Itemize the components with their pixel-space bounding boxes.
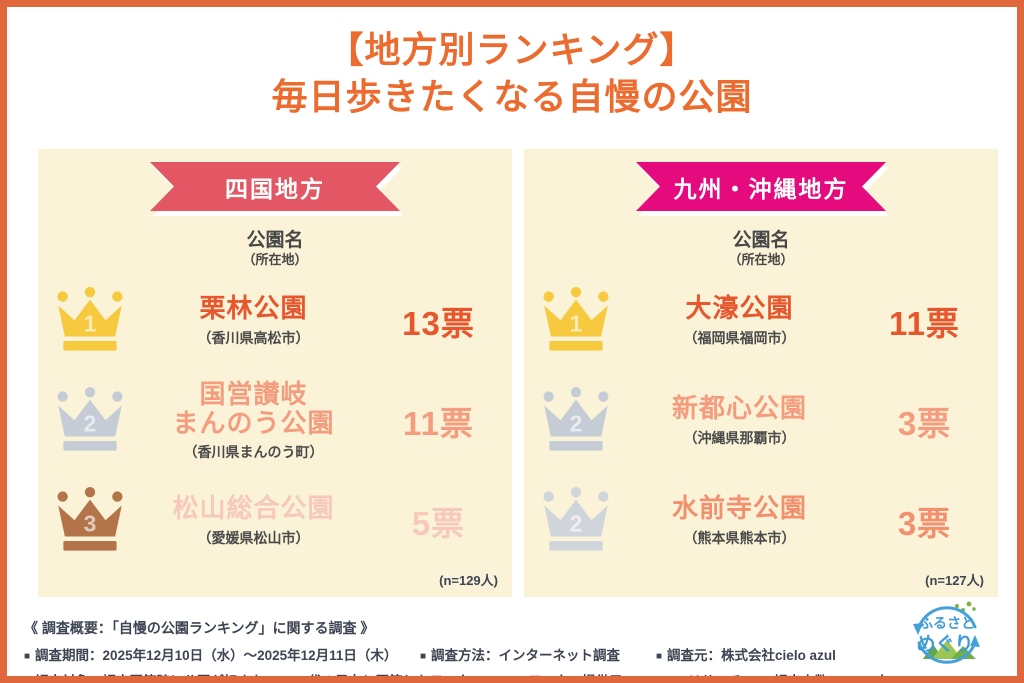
region-ribbon-banner: 九州・沖縄地方 <box>636 162 886 211</box>
region-ribbon-shikoku: 四国地方 <box>150 162 400 211</box>
ranking-row: 2 水前寺公園 （熊本県熊本市） 3票 <box>524 471 998 571</box>
column-header: 公園名 （所在地） <box>524 225 998 271</box>
column-header-location: （所在地） <box>242 252 308 267</box>
bullet-icon: ■ <box>24 677 31 683</box>
park-info: 松山総合公園 （愛媛県松山市） <box>136 494 371 547</box>
park-info: 大濠公園 （福岡県福岡市） <box>622 294 857 347</box>
crown-silver-icon: 2 <box>530 487 622 555</box>
survey-period: ■ 調査期間：2025年12月10日（水）～2025年12月11日（木） <box>24 648 398 663</box>
vote-count: 13票 <box>402 305 475 342</box>
park-info: 栗林公園 （香川県高松市） <box>136 294 371 347</box>
park-name: 栗林公園 <box>199 293 308 324</box>
column-header: 公園名 （所在地） <box>38 225 512 271</box>
vote-count: 3票 <box>897 405 952 442</box>
survey-method: ■ 調査方法：インターネット調査 <box>420 648 621 663</box>
page-title: 【地方別ランキング】 毎日歩きたくなる自慢の公園 <box>7 27 1017 121</box>
park-name: 新都心公園 <box>671 393 807 424</box>
survey-monitor-provider: ■ モニター提供元：PRIZMAリサーチ <box>517 670 763 683</box>
bullet-icon: ■ <box>517 677 524 683</box>
crown-gold-icon: 1 <box>530 287 622 355</box>
vote-count: 11票 <box>403 405 474 442</box>
park-location: （香川県高松市） <box>197 329 310 346</box>
bullet-icon: ■ <box>24 651 31 662</box>
crown-silver-icon: 2 <box>44 387 136 455</box>
sample-size-label: (n=127人) <box>925 573 984 588</box>
rank-number: 1 <box>84 310 97 336</box>
park-info: 新都心公園 （沖縄県那覇市） <box>622 394 857 447</box>
survey-respondents: ■ 調査人数：1,027人 <box>763 670 889 683</box>
bullet-icon: ■ <box>763 677 770 683</box>
ranking-row: 2 新都心公園 （沖縄県那覇市） 3票 <box>524 371 998 471</box>
column-header-park-name: 公園名 <box>732 230 790 251</box>
region-ribbon-banner: 四国地方 <box>150 162 400 211</box>
park-location: （熊本県熊本市） <box>683 529 796 546</box>
park-info: 国営讃岐 まんのう公園 （香川県まんのう町） <box>136 378 371 462</box>
park-location: （愛媛県松山市） <box>197 529 310 546</box>
survey-detail-line1: ■ 調査期間：2025年12月10日（水）～2025年12月11日（木） ■ 調査方… <box>24 644 904 664</box>
logo-text-line2: めぐり <box>916 633 973 655</box>
region-label: 四国地方 <box>225 175 325 202</box>
rank-number: 2 <box>570 510 583 536</box>
sample-size-label: (n=129人) <box>439 573 498 588</box>
column-header-location: （所在地） <box>728 252 794 267</box>
survey-overview-title: 《 調査概要：「自慢の公園ランキング」に関する調査 》 <box>24 620 375 636</box>
rank-number: 1 <box>570 310 583 336</box>
ranking-row: 1 大濠公園 （福岡県福岡市） 11票 <box>524 271 998 371</box>
vote-count: 3票 <box>897 505 952 542</box>
survey-overview-footer: 《 調査概要：「自慢の公園ランキング」に関する調査 》 ■ 調査期間：2025年1… <box>24 618 904 683</box>
vote-count: 5票 <box>411 505 466 542</box>
furusato-meguri-logo: ふるさと めぐり <box>913 601 980 664</box>
survey-detail-line2: ■ 調査対象：調査回答時に公園が好きな20～60代の男女と回答したモニター ■ モニ… <box>24 670 904 683</box>
panel-shikoku: 四国地方 公園名 （所在地） 1 <box>38 149 512 597</box>
region-label: 九州・沖縄地方 <box>673 175 849 202</box>
park-name: 大濠公園 <box>685 293 794 324</box>
bullet-icon: ■ <box>420 651 427 662</box>
park-location: （沖縄県那覇市） <box>683 429 796 446</box>
ranking-row: 2 国営讃岐 まんのう公園 （香川県まんのう町） 11票 <box>38 371 512 471</box>
rank-number: 3 <box>84 510 97 536</box>
park-info: 水前寺公園 （熊本県熊本市） <box>622 494 857 547</box>
column-header-park-name: 公園名 <box>246 230 304 251</box>
crown-bronze-icon: 3 <box>44 487 136 555</box>
vote-count: 11票 <box>889 305 960 342</box>
park-location: （香川県まんのう町） <box>183 444 324 461</box>
crown-silver-icon: 2 <box>530 387 622 455</box>
logo-text-line1: ふるさと <box>919 615 975 631</box>
rank-number: 2 <box>570 410 583 436</box>
bullet-icon: ■ <box>656 651 663 662</box>
crown-gold-icon: 1 <box>44 287 136 355</box>
rank-number: 2 <box>84 410 97 436</box>
park-name: 水前寺公園 <box>671 493 807 524</box>
survey-target: ■ 調査対象：調査回答時に公園が好きな20～60代の男女と回答したモニター <box>24 670 517 683</box>
panel-kyushu-okinawa: 九州・沖縄地方 公園名 （所在地） 1 <box>524 149 998 597</box>
park-name: 松山総合公園 <box>172 493 335 524</box>
park-location: （福岡県福岡市） <box>683 329 796 346</box>
region-ribbon-kyushu-okinawa: 九州・沖縄地方 <box>636 162 886 211</box>
ranking-panels: 四国地方 公園名 （所在地） 1 <box>38 149 998 597</box>
page-title-line1: 【地方別ランキング】 <box>327 29 697 70</box>
ranking-row: 3 松山総合公園 （愛媛県松山市） 5票 <box>38 471 512 571</box>
survey-source: ■ 調査元：株式会社cielo azul <box>656 648 836 663</box>
park-name: 国営讃岐 まんのう公園 <box>172 378 335 438</box>
page-title-line2: 毎日歩きたくなる自慢の公園 <box>271 75 753 117</box>
ranking-row: 1 栗林公園 （香川県高松市） 13票 <box>38 271 512 371</box>
